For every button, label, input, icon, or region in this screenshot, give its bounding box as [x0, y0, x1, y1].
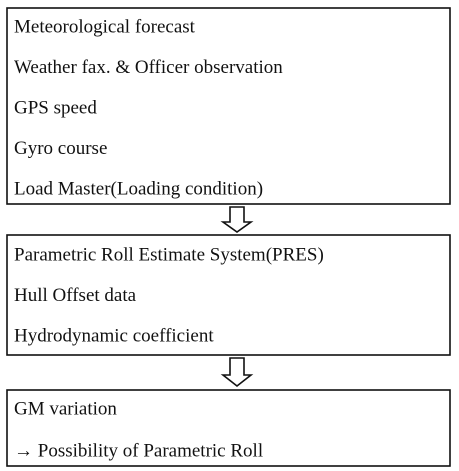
process-box	[6, 234, 451, 356]
output-box	[6, 389, 451, 467]
box-line: Weather fax. & Officer observation	[14, 57, 283, 78]
box-line: GPS speed	[14, 97, 97, 118]
box-line: Meteorological forecast	[14, 16, 196, 37]
down-arrow	[220, 357, 254, 388]
down-arrow	[220, 206, 254, 233]
box-line: Load Master(Loading condition)	[14, 178, 263, 199]
box-line: Gyro course	[14, 138, 107, 159]
box-line: → Possibility of Parametric Roll	[14, 440, 263, 461]
box-line: GM variation	[14, 398, 117, 419]
box-line: Hydrodynamic coefficient	[14, 325, 214, 346]
box-line: Hull Offset data	[14, 285, 137, 306]
box-line: Parametric Roll Estimate System(PRES)	[14, 244, 324, 265]
input-box	[6, 7, 451, 205]
